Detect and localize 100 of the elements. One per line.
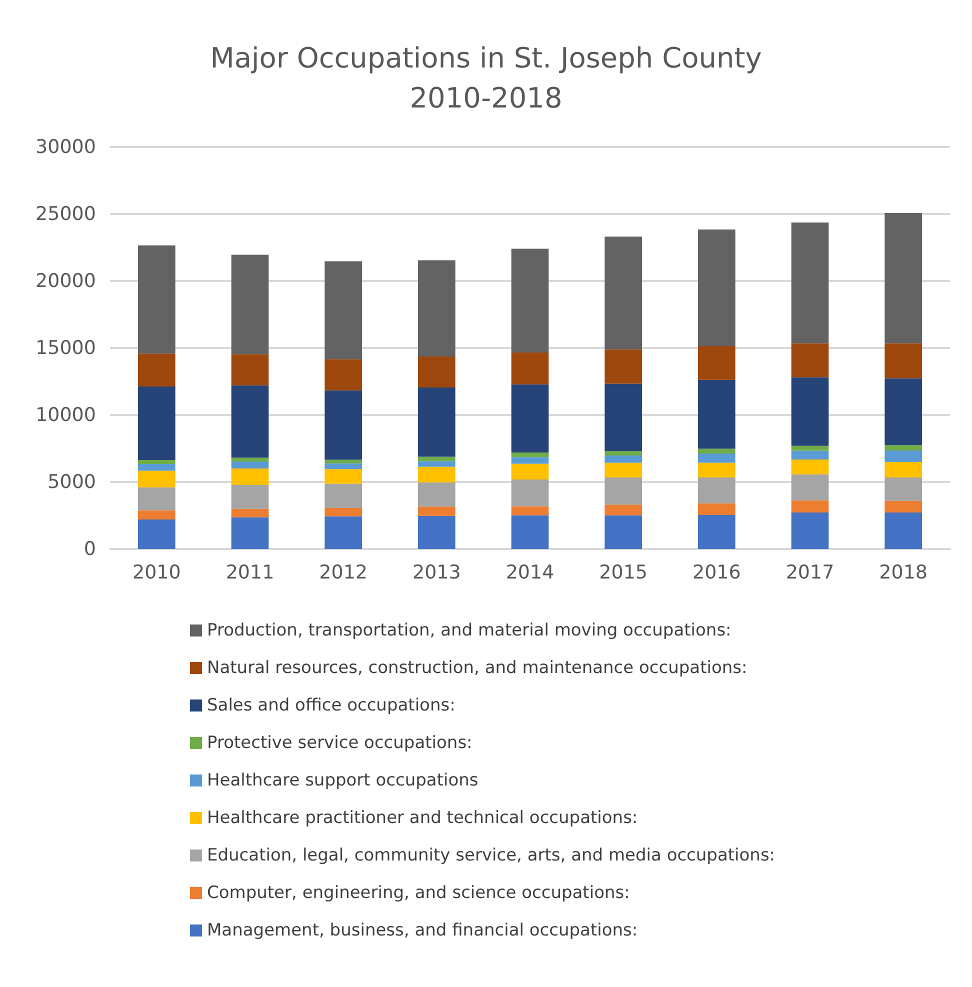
y-tick-label: 0 — [84, 538, 96, 560]
bar — [418, 506, 456, 516]
y-tick-label: 25000 — [36, 203, 96, 225]
bar — [604, 504, 642, 516]
bar — [324, 390, 362, 460]
legend-label: Computer, engineering, and science occupations: — [207, 883, 630, 903]
bar — [511, 464, 549, 480]
y-tick-label: 30000 — [36, 136, 96, 158]
bar — [324, 484, 362, 508]
bar — [231, 468, 269, 485]
bar — [324, 460, 362, 464]
bar — [138, 520, 176, 549]
bar — [698, 380, 736, 449]
bar — [231, 508, 269, 518]
bar — [791, 446, 829, 451]
bar — [418, 466, 456, 482]
bar — [698, 230, 736, 346]
bar — [698, 346, 736, 380]
legend-label: Production, transportation, and material moving occupations: — [207, 620, 732, 640]
bar — [698, 448, 736, 454]
x-tick-label: 2012 — [319, 562, 368, 584]
bar — [231, 458, 269, 462]
bar — [511, 384, 549, 453]
bar — [418, 260, 456, 356]
x-tick-label: 2010 — [132, 562, 181, 584]
bar — [791, 512, 829, 549]
bar — [604, 455, 642, 463]
bar — [511, 479, 549, 506]
legend-label: Education, legal, community service, arts, and media occupations: — [207, 846, 776, 866]
x-tick-label: 2016 — [692, 562, 741, 584]
bar — [138, 460, 176, 464]
bar — [138, 245, 176, 354]
bar — [884, 378, 922, 446]
bar — [138, 386, 176, 460]
bar — [418, 482, 456, 507]
y-tick-label: 15000 — [36, 337, 96, 359]
x-tick-label: 2014 — [506, 562, 554, 584]
bar — [231, 462, 269, 468]
bar — [324, 359, 362, 390]
legend-label: Management, business, and financial occupations: — [207, 920, 638, 940]
bar — [418, 516, 456, 549]
bar — [511, 452, 549, 458]
bar — [418, 461, 456, 467]
x-tick-label: 2015 — [599, 562, 648, 584]
bar — [324, 463, 362, 470]
bar — [698, 462, 736, 478]
bar — [138, 470, 176, 488]
y-tick-label: 10000 — [36, 404, 96, 426]
x-tick-label: 2013 — [412, 562, 461, 584]
bar — [604, 515, 642, 549]
bar — [884, 213, 922, 344]
bar — [418, 356, 456, 388]
bar — [231, 484, 269, 509]
bar — [138, 510, 176, 520]
bar — [138, 354, 176, 386]
bar — [324, 261, 362, 360]
legend-label: Protective service occupations: — [207, 733, 472, 753]
y-tick-label: 5000 — [48, 471, 96, 493]
bar — [418, 456, 456, 462]
legend-label: Healthcare practitioner and technical occupations: — [207, 808, 638, 828]
bar — [604, 477, 642, 505]
bar — [324, 469, 362, 484]
bar — [604, 236, 642, 350]
bar — [791, 500, 829, 513]
bar — [791, 222, 829, 344]
bar — [511, 506, 549, 516]
bar — [511, 515, 549, 549]
bar — [698, 514, 736, 549]
bar — [884, 477, 922, 501]
bar — [698, 503, 736, 515]
bar — [698, 477, 736, 504]
x-tick-label: 2018 — [879, 562, 928, 584]
bar — [604, 451, 642, 456]
bar — [884, 445, 922, 451]
bar — [791, 450, 829, 460]
x-tick-label: 2011 — [226, 562, 274, 584]
bar — [698, 453, 736, 463]
bar — [418, 388, 456, 457]
bar — [231, 517, 269, 549]
legend-label: Sales and office occupations: — [207, 696, 456, 716]
bar — [791, 474, 829, 500]
bar — [884, 512, 922, 549]
y-tick-label: 20000 — [36, 270, 96, 292]
bar — [231, 385, 269, 458]
bar — [138, 487, 176, 510]
legend-label: Natural resources, construction, and maintenance occupations: — [207, 658, 748, 678]
bar — [231, 254, 269, 354]
bar — [791, 343, 829, 378]
legend-label: Healthcare support occupations — [207, 770, 478, 790]
bar — [884, 343, 922, 378]
bar — [511, 248, 549, 353]
bar — [604, 384, 642, 452]
bar — [324, 516, 362, 549]
bar — [791, 459, 829, 474]
bar — [884, 462, 922, 478]
bar — [511, 457, 549, 464]
bar — [791, 377, 829, 446]
bar — [511, 352, 549, 384]
bar — [884, 500, 922, 513]
chart-title: Major Occupations in St. Joseph County 2010-2018 — [210, 42, 762, 114]
